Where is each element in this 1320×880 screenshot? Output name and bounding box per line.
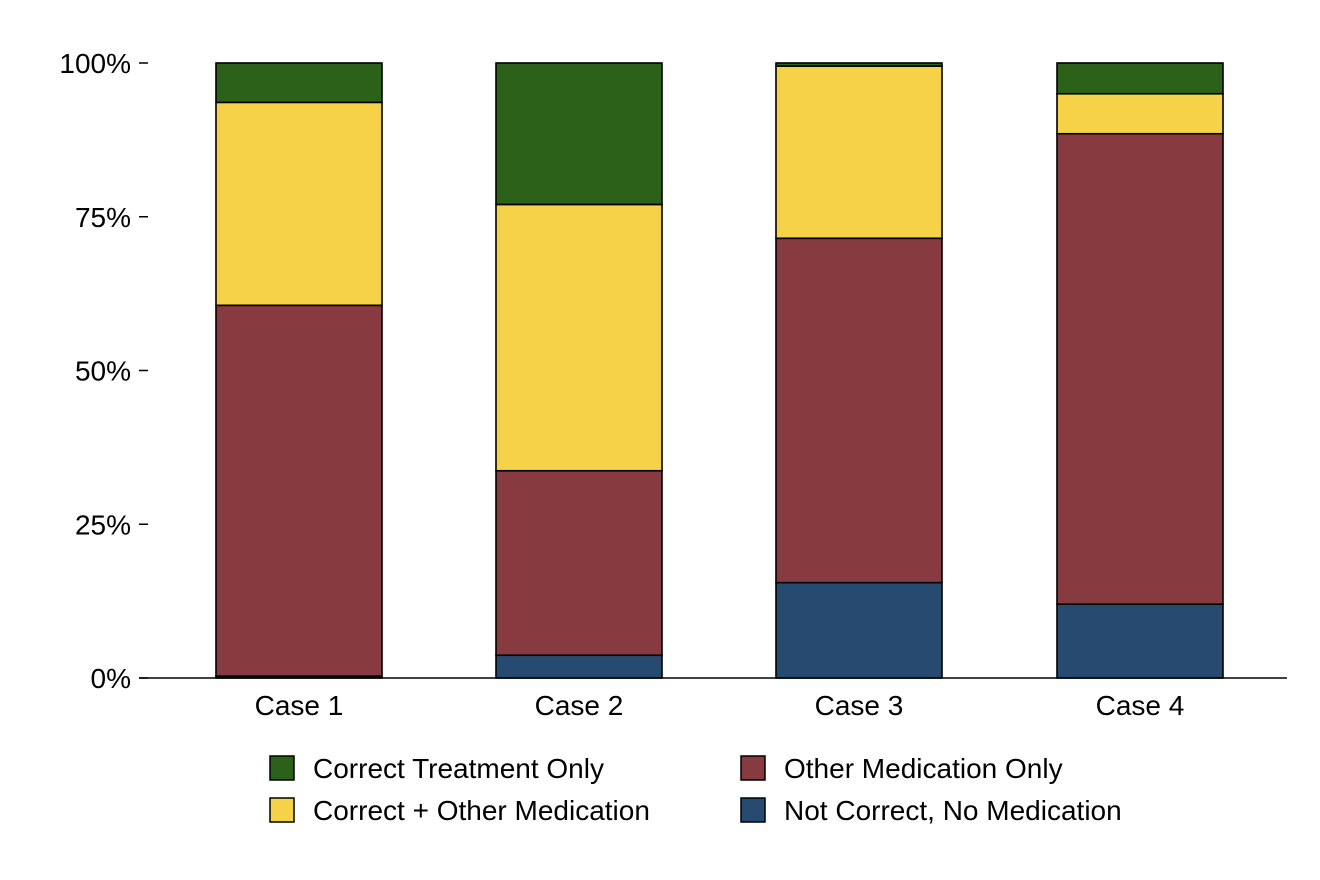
y-tick-label: 50% [75, 356, 131, 387]
x-tick-label: Case 4 [1096, 690, 1185, 721]
legend-swatch [740, 755, 766, 781]
legend-item: Other Medication Only [740, 753, 1063, 784]
y-axis: 0% 25% 50% 75% 100% [59, 48, 148, 694]
bar-segment [215, 62, 383, 104]
y-tick-label: 75% [75, 202, 131, 233]
legend-item: Correct Treatment Only [269, 753, 604, 784]
x-tick-label: Case 3 [815, 690, 904, 721]
bar-segment [775, 581, 943, 679]
bar-segment [215, 304, 383, 677]
x-axis: Case 1 Case 2 Case 3 Case 4 [255, 690, 1185, 721]
y-tick-label: 0% [91, 663, 131, 694]
bar-segment [495, 62, 663, 206]
legend-label: Other Medication Only [784, 753, 1063, 784]
bar-segment [1056, 132, 1224, 606]
legend-item: Not Correct, No Medication [740, 795, 1122, 826]
legend-swatch [269, 755, 295, 781]
bar-segment [495, 203, 663, 472]
x-tick-label: Case 1 [255, 690, 344, 721]
x-tick-label: Case 2 [535, 690, 624, 721]
bar-segment [215, 101, 383, 307]
legend-label: Not Correct, No Medication [784, 795, 1122, 826]
legend-label: Correct + Other Medication [313, 795, 650, 826]
legend-swatch [740, 797, 766, 823]
legend-item: Correct + Other Medication [269, 795, 650, 826]
bar-segment [1056, 603, 1224, 679]
bar-segment [495, 654, 663, 679]
y-tick-label: 100% [59, 48, 131, 79]
legend: Correct Treatment Only Other Medication O… [269, 753, 1122, 826]
y-tick-label: 25% [75, 509, 131, 540]
legend-swatch [269, 797, 295, 823]
bar-segment [775, 65, 943, 240]
bar-segment [1056, 62, 1224, 95]
bar-segment [775, 62, 943, 67]
bars [215, 62, 1224, 679]
bar-segment [1056, 92, 1224, 135]
bar-segment [495, 469, 663, 657]
bar-segment [775, 237, 943, 584]
legend-label: Correct Treatment Only [313, 753, 604, 784]
